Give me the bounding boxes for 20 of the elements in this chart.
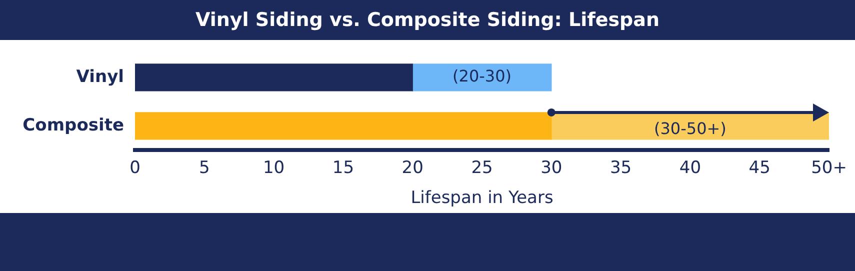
x-tick-label: 25 bbox=[471, 158, 493, 178]
bar bbox=[135, 64, 413, 92]
bar bbox=[135, 112, 552, 140]
x-tick-label: 20 bbox=[402, 158, 424, 178]
x-tick-label: 0 bbox=[130, 158, 140, 178]
x-tick-label: 30 bbox=[540, 158, 562, 178]
y-tick-label: Vinyl bbox=[76, 66, 124, 87]
x-tick-label: 40 bbox=[679, 158, 702, 178]
y-tick-label: Composite bbox=[22, 115, 124, 136]
data-label: (30-50+) bbox=[654, 119, 726, 138]
x-tick-label: 10 bbox=[262, 158, 285, 178]
x-tick-label: 5 bbox=[198, 158, 210, 178]
x-tick-label: 15 bbox=[332, 158, 354, 178]
x-tick-label: 35 bbox=[610, 158, 632, 178]
data-label: (20-30) bbox=[452, 66, 512, 86]
x-tick-label: 45 bbox=[748, 158, 770, 178]
bar bbox=[412, 64, 552, 92]
x-tick-label: 50+ bbox=[811, 158, 847, 178]
x-axis-title: Lifespan in Years bbox=[410, 188, 554, 208]
chart-title: Vinyl Siding vs. Composite Siding: Lifespan bbox=[0, 0, 855, 40]
